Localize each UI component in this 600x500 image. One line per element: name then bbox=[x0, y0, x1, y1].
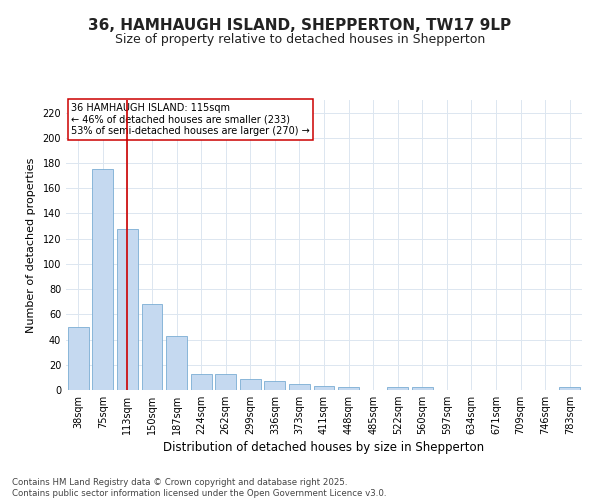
Bar bbox=[338, 388, 359, 390]
Bar bbox=[191, 374, 212, 390]
X-axis label: Distribution of detached houses by size in Shepperton: Distribution of detached houses by size … bbox=[163, 442, 485, 454]
Bar bbox=[117, 228, 138, 390]
Bar bbox=[412, 388, 433, 390]
Bar bbox=[68, 327, 89, 390]
Text: 36, HAMHAUGH ISLAND, SHEPPERTON, TW17 9LP: 36, HAMHAUGH ISLAND, SHEPPERTON, TW17 9L… bbox=[88, 18, 512, 32]
Bar bbox=[166, 336, 187, 390]
Bar bbox=[387, 388, 408, 390]
Text: Size of property relative to detached houses in Shepperton: Size of property relative to detached ho… bbox=[115, 32, 485, 46]
Bar bbox=[92, 170, 113, 390]
Bar bbox=[559, 388, 580, 390]
Bar bbox=[215, 374, 236, 390]
Bar bbox=[142, 304, 163, 390]
Y-axis label: Number of detached properties: Number of detached properties bbox=[26, 158, 35, 332]
Bar bbox=[314, 386, 334, 390]
Bar bbox=[289, 384, 310, 390]
Text: Contains HM Land Registry data © Crown copyright and database right 2025.
Contai: Contains HM Land Registry data © Crown c… bbox=[12, 478, 386, 498]
Bar bbox=[265, 381, 286, 390]
Bar bbox=[240, 378, 261, 390]
Text: 36 HAMHAUGH ISLAND: 115sqm
← 46% of detached houses are smaller (233)
53% of sem: 36 HAMHAUGH ISLAND: 115sqm ← 46% of deta… bbox=[71, 103, 310, 136]
